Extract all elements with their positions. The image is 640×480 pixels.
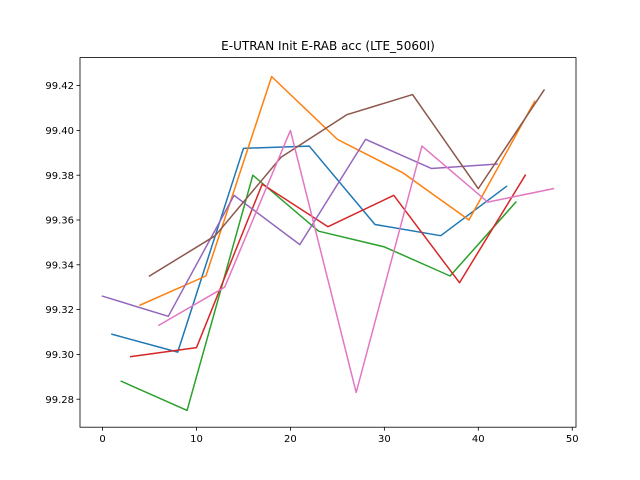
y-tick-label-2: 99.32	[45, 305, 74, 316]
series-line-3	[120, 174, 517, 412]
x-tick-label-5: 50	[566, 434, 579, 445]
y-tick-label-7: 99.42	[45, 81, 74, 92]
series-line-4	[129, 174, 527, 358]
y-tick-label-5: 99.38	[45, 171, 74, 182]
x-tick-label-1: 10	[190, 434, 203, 445]
y-tick-label-1: 99.30	[45, 350, 74, 361]
y-tick-label-0: 99.28	[45, 395, 74, 406]
series-line-5	[101, 138, 498, 318]
series-line-7	[157, 129, 555, 394]
series-line-2	[139, 75, 536, 307]
series-layer	[101, 75, 555, 412]
y-tick-label-6: 99.40	[45, 126, 74, 137]
series-line-6	[148, 89, 546, 278]
y-tick-label-3: 99.34	[45, 260, 74, 271]
y-axis: 99.28 99.30 99.32 99.34 99.36 99.38 99.40 99.42	[45, 81, 80, 406]
x-tick-label-0: 0	[99, 434, 105, 445]
x-axis: 0 10 20 30 40 50	[99, 427, 579, 445]
x-tick-label-4: 40	[472, 434, 485, 445]
x-tick-label-2: 20	[284, 434, 297, 445]
x-tick-label-3: 30	[378, 434, 391, 445]
plot-frame	[79, 57, 577, 428]
y-tick-label-4: 99.36	[45, 216, 74, 227]
chart-title: E-UTRAN Init E-RAB acc (LTE_5060I)	[221, 39, 435, 53]
series-line-1	[111, 145, 508, 353]
